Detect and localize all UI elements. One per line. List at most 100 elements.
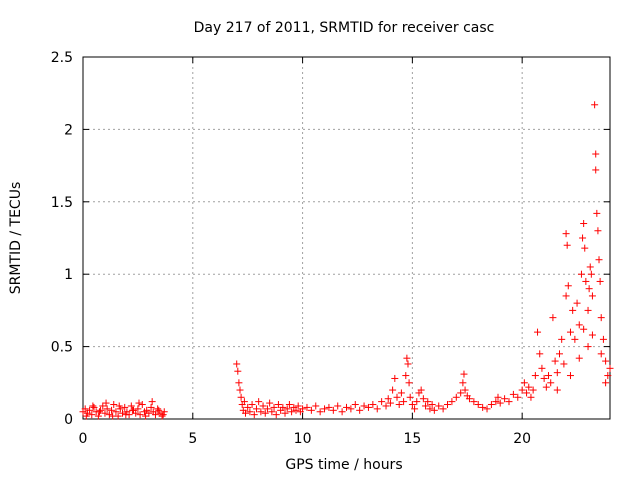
data-point xyxy=(602,357,610,365)
data-point xyxy=(459,379,467,387)
data-point xyxy=(575,321,583,329)
data-point xyxy=(246,408,254,416)
data-point xyxy=(573,299,581,307)
data-point xyxy=(501,395,509,403)
plot-frame xyxy=(82,56,611,420)
data-point xyxy=(523,389,531,397)
data-point xyxy=(584,343,592,351)
y-tick-label: 0.5 xyxy=(51,340,73,356)
data-point xyxy=(299,405,307,413)
data-point xyxy=(373,405,381,413)
data-point xyxy=(592,166,600,174)
data-point xyxy=(566,372,574,380)
data-point xyxy=(122,411,130,419)
y-tick-label: 1.5 xyxy=(51,195,73,211)
data-point xyxy=(386,399,394,407)
data-point xyxy=(252,405,260,413)
data-point xyxy=(496,399,504,407)
data-point xyxy=(514,393,522,401)
data-point xyxy=(321,405,329,413)
data-point xyxy=(551,357,559,365)
data-point xyxy=(266,399,274,407)
data-point xyxy=(562,292,570,300)
data-point xyxy=(360,402,368,410)
data-point xyxy=(119,409,127,417)
data-point xyxy=(312,402,320,410)
data-point xyxy=(94,412,102,420)
data-point xyxy=(343,403,350,411)
data-point xyxy=(577,270,585,278)
data-point xyxy=(329,406,337,414)
data-point xyxy=(97,406,105,414)
data-point xyxy=(419,395,427,403)
data-point xyxy=(553,369,561,377)
data-point xyxy=(542,383,550,391)
data-point xyxy=(389,386,397,394)
data-point xyxy=(81,405,89,413)
data-point xyxy=(391,374,399,382)
x-axis-label: GPS time / hours xyxy=(285,457,402,473)
data-point xyxy=(575,354,583,362)
data-point xyxy=(553,386,561,394)
data-point xyxy=(115,402,123,410)
data-point xyxy=(599,335,607,343)
data-point xyxy=(138,401,146,409)
data-point xyxy=(148,398,156,406)
data-point xyxy=(422,402,430,410)
data-point xyxy=(272,411,280,419)
data-point xyxy=(259,402,267,410)
y-tick-label: 0 xyxy=(64,412,73,428)
data-point xyxy=(461,386,469,394)
data-point xyxy=(531,372,539,380)
data-point xyxy=(237,393,245,401)
x-tick-label: 0 xyxy=(79,431,88,447)
data-point xyxy=(356,406,364,414)
data-point xyxy=(108,406,116,414)
data-point xyxy=(142,412,150,420)
data-point xyxy=(270,403,278,411)
data-point xyxy=(564,282,572,290)
axis-ticks: 0 5 10 15 20 0 0.5 1 1.5 2 2.5 xyxy=(51,50,610,447)
data-point xyxy=(545,372,553,380)
data-point xyxy=(384,395,392,403)
data-point xyxy=(584,306,592,314)
data-point xyxy=(283,405,291,413)
data-point xyxy=(413,398,421,406)
data-point xyxy=(369,401,377,409)
data-point xyxy=(127,402,135,410)
data-point xyxy=(132,409,140,417)
data-point xyxy=(444,401,452,409)
data-point xyxy=(527,393,535,401)
data-point xyxy=(103,405,111,413)
data-point xyxy=(101,409,109,417)
data-point xyxy=(294,402,302,410)
data-point xyxy=(529,386,537,394)
data-point xyxy=(402,372,410,380)
data-point xyxy=(452,393,460,401)
data-point xyxy=(439,405,447,413)
data-point xyxy=(121,403,129,411)
data-point xyxy=(587,270,595,278)
data-point xyxy=(566,328,574,336)
data-point xyxy=(154,405,162,413)
data-point xyxy=(588,292,596,300)
data-point xyxy=(404,360,412,368)
data-point xyxy=(408,401,416,409)
data-point xyxy=(579,234,587,242)
data-point xyxy=(395,401,403,409)
data-point xyxy=(263,405,271,413)
x-tick-label: 20 xyxy=(513,431,531,447)
data-point xyxy=(393,393,401,401)
data-point xyxy=(95,408,103,416)
data-point xyxy=(351,401,359,409)
data-point xyxy=(571,335,579,343)
data-point xyxy=(397,389,405,397)
data-point xyxy=(261,409,269,417)
data-point xyxy=(307,406,315,414)
data-point xyxy=(236,386,244,394)
data-point xyxy=(494,393,502,401)
data-point xyxy=(457,389,465,397)
data-point xyxy=(378,398,386,406)
x-tick-label: 15 xyxy=(403,431,421,447)
data-point xyxy=(105,411,113,419)
